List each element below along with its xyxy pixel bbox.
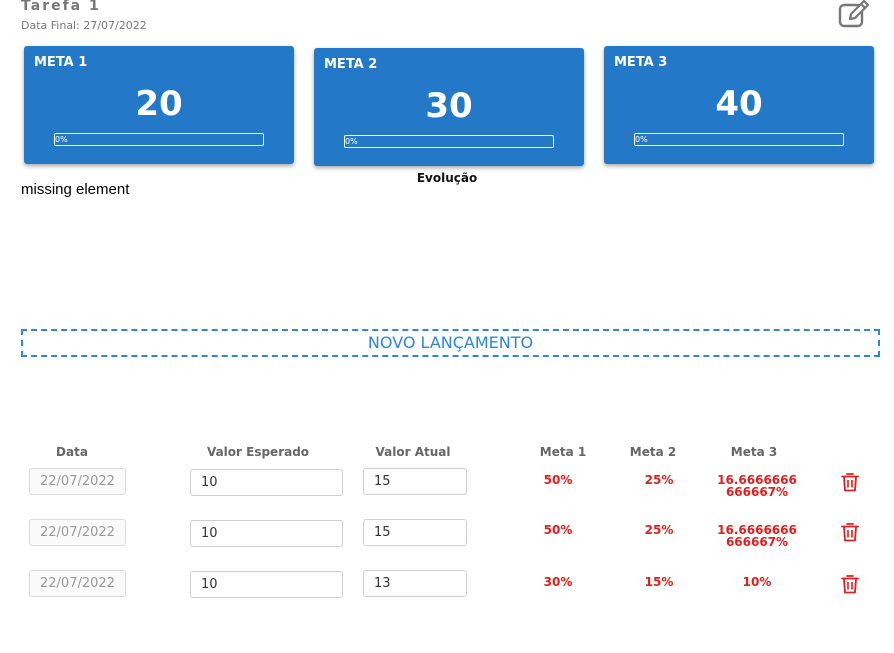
meta-value: 30 [425, 86, 473, 126]
meta-progress-text: 0% [635, 135, 648, 144]
missing-element-text: missing element [21, 181, 130, 198]
new-entry-button[interactable]: NOVO LANÇAMENTO [21, 329, 880, 357]
meta1-percent: 50% [543, 473, 573, 487]
trash-icon [841, 575, 859, 594]
meta3-percent-line1: 16.6666666 [717, 523, 797, 537]
meta-progress-text: 0% [345, 137, 358, 146]
meta3-percent-line2: 666667% [725, 535, 789, 549]
delete-button[interactable] [841, 522, 859, 542]
meta-label: META 1 [34, 55, 88, 70]
meta1-percent: 50% [543, 523, 573, 537]
column-header-meta2: Meta 2 [629, 445, 677, 459]
expected-value-input[interactable]: 10 [190, 469, 343, 496]
delete-button[interactable] [841, 574, 859, 594]
expected-value-input[interactable]: 10 [190, 571, 343, 598]
column-header-actual: Valor Atual [375, 445, 451, 459]
column-header-meta1: Meta 1 [539, 445, 587, 459]
meta2-percent: 15% [644, 575, 674, 589]
meta2-percent: 25% [644, 523, 674, 537]
meta-card-1: META 1 20 0% [24, 46, 294, 164]
column-header-meta3: Meta 3 [730, 445, 778, 459]
evolution-title: Evolução [416, 171, 478, 185]
column-header-date: Data [56, 445, 88, 459]
final-date: Data Final: 27/07/2022 [21, 19, 147, 32]
meta3-percent: 10% [712, 576, 802, 588]
edit-button[interactable] [837, 0, 871, 30]
meta3-percent-line2: 666667% [725, 485, 789, 499]
meta3-percent-line1: 10% [742, 575, 772, 589]
delete-button[interactable] [841, 472, 859, 492]
meta-progress-text: 0% [55, 135, 68, 144]
trash-icon [841, 523, 859, 542]
meta3-percent: 16.6666666 666667% [712, 474, 802, 498]
meta-card-2: META 2 30 0% [314, 48, 584, 166]
meta-card-3: META 3 40 0% [604, 46, 874, 164]
actual-value-input[interactable]: 15 [363, 468, 467, 495]
meta-progress-bar: 0% [344, 135, 554, 148]
meta-value: 40 [715, 84, 763, 124]
date-field[interactable]: 22/07/2022 [29, 570, 126, 597]
meta-value: 20 [135, 84, 183, 124]
edit-icon [838, 0, 870, 28]
meta-label: META 2 [324, 57, 378, 72]
meta1-percent: 30% [543, 575, 573, 589]
column-header-expected: Valor Esperado [206, 445, 310, 459]
meta-progress-bar: 0% [54, 133, 264, 146]
task-title: Tarefa 1 [21, 0, 101, 14]
meta-progress-bar: 0% [634, 133, 844, 146]
meta-label: META 3 [614, 55, 668, 70]
meta3-percent-line1: 16.6666666 [717, 473, 797, 487]
expected-value-input[interactable]: 10 [190, 520, 343, 547]
actual-value-input[interactable]: 13 [363, 570, 467, 597]
date-field[interactable]: 22/07/2022 [29, 468, 126, 495]
meta3-percent: 16.6666666 666667% [712, 524, 802, 548]
date-field[interactable]: 22/07/2022 [29, 519, 126, 546]
actual-value-input[interactable]: 15 [363, 519, 467, 546]
meta2-percent: 25% [644, 473, 674, 487]
trash-icon [841, 473, 859, 492]
